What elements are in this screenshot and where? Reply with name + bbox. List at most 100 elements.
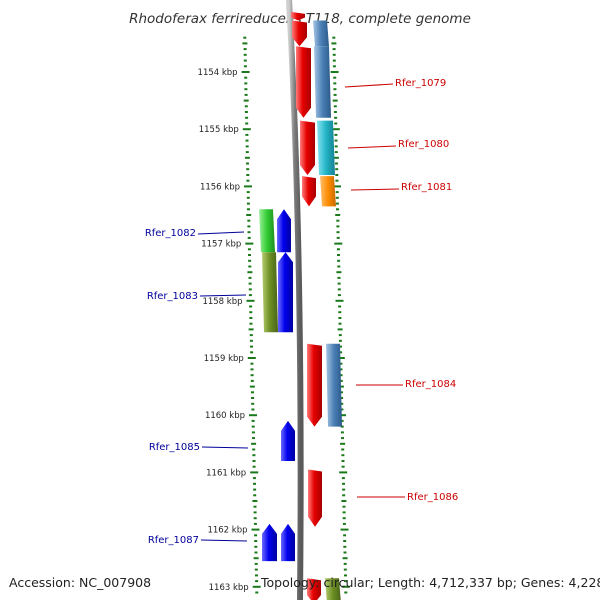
ruler-tick-right — [338, 305, 342, 308]
gene-label-Rfer_1080[interactable]: Rfer_1080 — [398, 139, 449, 150]
ruler-tick-left — [250, 379, 254, 382]
ruler-tick-right — [333, 111, 337, 113]
ruler-tick-right — [342, 511, 346, 514]
ruler-tick-right — [341, 465, 345, 468]
accession-text: Accession: NC_007908 — [9, 575, 152, 590]
ruler-tick-left — [247, 248, 251, 251]
gene-arrow-Rfer_1087[interactable] — [262, 523, 277, 562]
gene-arrow-Rfer_1085[interactable] — [281, 420, 295, 461]
ruler-tick-right — [332, 36, 336, 39]
ruler-tick-right — [334, 145, 338, 148]
gene-label-Rfer_1083[interactable]: Rfer_1083 — [147, 291, 198, 302]
gene-arrow-Rfer_1087b[interactable] — [281, 523, 295, 562]
gene-label-Rfer_1084[interactable]: Rfer_1084 — [405, 379, 456, 390]
ruler-tick-left — [254, 568, 258, 571]
ruler-tick-right — [336, 271, 342, 274]
ruler-tick-left — [249, 385, 255, 388]
ruler-tick-left — [247, 208, 250, 211]
gene-label-Rfer_1086[interactable]: Rfer_1086 — [407, 492, 458, 503]
ruler-tick-right — [336, 357, 345, 359]
ruler-ticks-right — [330, 36, 350, 594]
ruler-tick-right — [343, 551, 347, 554]
gene-arrow-Rfer_1083[interactable] — [278, 252, 293, 333]
ruler-tick-label: 1156 kbp — [200, 182, 240, 192]
ruler-tick-right — [333, 76, 337, 79]
ruler-tick-right — [337, 276, 341, 279]
gene-arrow-top-partial[interactable] — [291, 11, 305, 21]
cog-bar-Rfer_1078-partial — [313, 20, 329, 47]
ruler-tick-left — [246, 214, 252, 216]
ruler-tick-right — [336, 208, 339, 211]
ruler-tick-left — [245, 145, 249, 148]
gene-arrow-Rfer_1080[interactable] — [300, 120, 315, 175]
ruler-tick-right — [342, 488, 346, 491]
ruler-tick-left — [253, 505, 257, 508]
ruler-tick-left — [253, 488, 257, 491]
gene-arrow-Rfer_1084[interactable] — [307, 343, 322, 427]
ruler-tick-right — [340, 419, 344, 422]
gene-arrow-Rfer_1082[interactable] — [277, 209, 291, 253]
ruler-tick-label: 1163 kbp — [209, 583, 249, 593]
ruler-tick-right — [335, 174, 339, 176]
ruler-tick-left — [251, 402, 255, 405]
gene-label-Rfer_1081[interactable]: Rfer_1081 — [401, 182, 452, 193]
gene-label-Rfer_1085[interactable]: Rfer_1085 — [149, 442, 200, 453]
ruler-tick-right — [339, 362, 343, 365]
gene-label-leader — [344, 83, 394, 88]
ruler-tick-left — [246, 191, 250, 194]
ruler-tick-right — [340, 528, 349, 531]
gene-arrow-bottom-partial[interactable] — [307, 578, 321, 600]
ruler-tick-left — [252, 437, 255, 440]
ruler-tick-left — [241, 71, 250, 73]
gene-label-Rfer_1079[interactable]: Rfer_1079 — [395, 78, 446, 89]
ruler-tick-right — [338, 322, 342, 325]
genome-backbone — [286, 0, 304, 600]
ruler-tick-left — [254, 545, 258, 548]
ruler-tick-right — [343, 545, 347, 548]
ruler-tick-right — [333, 88, 337, 91]
ruler-tick-right — [341, 477, 345, 480]
ruler-tick-right — [334, 151, 338, 154]
ruler-tick-left — [244, 82, 248, 85]
ruler-tick-right — [336, 248, 340, 251]
ruler-tick-left — [245, 122, 249, 125]
ruler-tick-right — [335, 191, 339, 194]
ruler-tick-left — [250, 471, 259, 474]
ruler-tick-left — [252, 500, 258, 502]
ruler-tick-right — [335, 196, 339, 199]
ruler-tick-right — [342, 517, 346, 520]
ruler-tick-label: 1157 kbp — [201, 240, 241, 250]
ruler-tick-right — [332, 53, 336, 56]
ruler-tick-left — [246, 162, 249, 165]
ruler-tick-left — [251, 391, 254, 394]
ruler-tick-left — [253, 517, 257, 520]
cog-bar-Rfer_1080 — [317, 120, 335, 175]
gene-arrow-Rfer_1086[interactable] — [308, 469, 322, 527]
gene-label-Rfer_1087[interactable]: Rfer_1087 — [148, 535, 199, 546]
ruler-tick-right — [338, 334, 342, 337]
gene-label-leader — [197, 231, 245, 235]
ruler-tick-left — [243, 65, 247, 68]
gene-arrow-Rfer_1078-partial[interactable] — [292, 20, 307, 47]
ruler-tick-left — [246, 299, 255, 302]
ruler-tick-right — [338, 385, 344, 388]
ruler-tick-left — [248, 294, 252, 297]
ruler-tick-left — [253, 522, 257, 525]
ruler-tick-left — [242, 128, 251, 131]
ruler-tick-right — [331, 128, 340, 131]
gene-arrow-Rfer_1079[interactable] — [296, 46, 311, 118]
ruler-tick-left — [246, 168, 250, 171]
ruler-tick-right — [336, 225, 340, 228]
ruler-tick-left — [247, 231, 251, 234]
ruler-tick-left — [248, 288, 252, 291]
ruler-tick-right — [333, 82, 337, 85]
gene-labels: Rfer_1079 Rfer_1080 Rfer_1081 Rfer_1082 Rfer… — [145, 78, 458, 546]
gene-label-Rfer_1082[interactable]: Rfer_1082 — [145, 228, 196, 239]
ruler-tick-left — [248, 265, 252, 268]
ruler-tick-left — [249, 334, 253, 337]
gene-arrow-Rfer_1081[interactable] — [302, 176, 316, 207]
cog-bar-Rfer_1082 — [259, 209, 275, 253]
ruler-tick-left — [245, 242, 254, 245]
ruler-tick-left — [250, 351, 254, 354]
ruler-tick-right — [341, 585, 350, 588]
